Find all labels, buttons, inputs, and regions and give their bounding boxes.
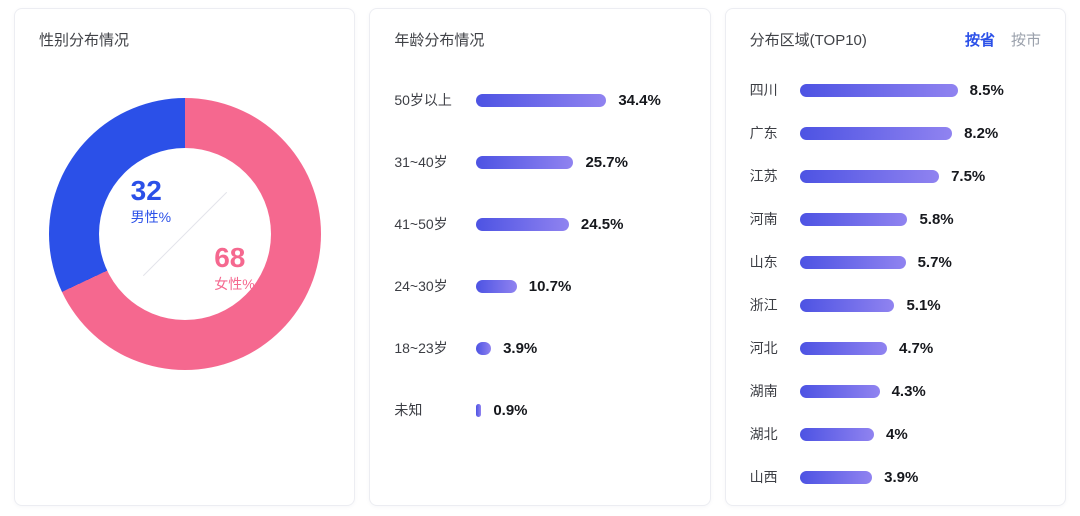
- bar-value: 8.2%: [964, 124, 999, 142]
- panel-age-title: 年龄分布情况: [394, 32, 485, 49]
- bar-value: 3.9%: [503, 339, 538, 357]
- bar-label: 湖南: [749, 383, 778, 399]
- bar-value: 24.5%: [580, 215, 624, 233]
- bar-row: 未知 0.9%: [394, 400, 685, 420]
- bar-row: 湖北 4%: [750, 424, 1041, 444]
- bar-label: 24~30岁: [394, 278, 448, 294]
- tab-by-city[interactable]: 按市: [1010, 32, 1041, 49]
- bar-label: 湖北: [749, 426, 778, 442]
- bar-row: 41~50岁 24.5%: [394, 214, 685, 234]
- bar-value: 5.7%: [917, 253, 952, 271]
- bar: [799, 126, 953, 140]
- bar-label: 四川: [749, 82, 778, 98]
- bar-value: 34.4%: [618, 91, 661, 109]
- bar-row: 50岁以上 34.4%: [394, 90, 685, 110]
- bar-label: 41~50岁: [394, 216, 448, 232]
- gender-donut-hole: 32 男性% 68 女性%: [98, 148, 271, 320]
- bar: [476, 341, 492, 355]
- bar-row: 广东 8.2%: [750, 123, 1041, 143]
- male-value: 32: [130, 175, 162, 206]
- bar: [476, 403, 482, 417]
- bar-label: 18~23岁: [394, 340, 448, 356]
- bar: [799, 169, 940, 183]
- female-stat: 68 女性%: [214, 241, 255, 294]
- gender-donut-wrap: 32 男性% 68 女性%: [39, 98, 330, 370]
- male-stat: 32 男性%: [131, 176, 171, 227]
- bar-value: 3.9%: [884, 468, 919, 486]
- bar-label: 广东: [749, 125, 778, 141]
- panel-gender-title: 性别分布情况: [39, 32, 130, 49]
- bar: [799, 255, 906, 269]
- bar-row: 24~30岁 10.7%: [394, 276, 685, 296]
- bar-label: 山西: [749, 469, 778, 485]
- bar-label: 江苏: [749, 168, 778, 184]
- bar-label: 河南: [749, 211, 778, 227]
- bar-row: 山东 5.7%: [750, 252, 1041, 272]
- bar-value: 10.7%: [528, 277, 572, 295]
- bar: [476, 93, 607, 107]
- female-label: 女性%: [214, 276, 255, 292]
- bar-label: 50岁以上: [394, 92, 452, 108]
- bar-label: 浙江: [749, 297, 778, 313]
- bar-row: 江苏 7.5%: [750, 166, 1041, 186]
- age-bar-chart: 50岁以上 34.4% 31~40岁 25.7% 41~50岁 24.5% 24~30岁 10…: [394, 90, 685, 420]
- bar-row: 湖南 4.3%: [750, 381, 1041, 401]
- bar: [799, 384, 880, 398]
- bar-value: 5.1%: [906, 296, 941, 314]
- region-tabs: 按省 按市: [965, 29, 1041, 50]
- bar: [799, 341, 888, 355]
- bar: [476, 279, 517, 293]
- bar-value: 7.5%: [951, 167, 986, 185]
- bar-value: 25.7%: [585, 153, 628, 171]
- panel-age-header: 年龄分布情况: [394, 29, 685, 50]
- bar: [799, 427, 874, 441]
- bar: [799, 212, 908, 226]
- female-value: 68: [214, 241, 246, 273]
- bar-row: 山西 3.9%: [750, 467, 1041, 487]
- bar-value: 5.8%: [919, 210, 954, 228]
- bar: [799, 470, 873, 484]
- panel-region-distribution: 分布区域(TOP10) 按省 按市 四川 8.5% 广东 8.2% 江苏 7.5% 河南 5.…: [724, 8, 1066, 506]
- gender-donut-chart: 32 男性% 68 女性%: [48, 98, 321, 370]
- panel-region-title: 分布区域(TOP10): [749, 32, 867, 49]
- panel-age-distribution: 年龄分布情况 50岁以上 34.4% 31~40岁 25.7% 41~50岁 24.5% 2…: [369, 8, 711, 506]
- bar-row: 18~23岁 3.9%: [394, 338, 685, 358]
- tab-by-province[interactable]: 按省: [964, 32, 995, 49]
- panel-gender-header: 性别分布情况: [39, 29, 330, 50]
- panel-gender-distribution: 性别分布情况 32 男性% 68 女性%: [14, 8, 356, 506]
- bar: [799, 83, 958, 97]
- bar: [476, 155, 574, 169]
- region-bar-chart: 四川 8.5% 广东 8.2% 江苏 7.5% 河南 5.8% 山东 5.7% 浙江 5.1% 河北 4.…: [750, 80, 1041, 487]
- bar-value: 0.9%: [493, 401, 528, 419]
- bar-label: 河北: [749, 340, 778, 356]
- bar-value: 8.5%: [969, 81, 1004, 99]
- bar-row: 浙江 5.1%: [750, 295, 1041, 315]
- bar-row: 31~40岁 25.7%: [394, 152, 685, 172]
- bar-label: 未知: [394, 402, 423, 418]
- bar: [476, 217, 569, 231]
- male-label: 男性%: [130, 209, 172, 226]
- bar-value: 4%: [886, 425, 908, 443]
- bar-value: 4.7%: [899, 339, 934, 357]
- bar: [799, 298, 895, 312]
- panel-region-header: 分布区域(TOP10) 按省 按市: [750, 29, 1041, 50]
- bar-row: 四川 8.5%: [750, 80, 1041, 100]
- bar-label: 31~40岁: [394, 154, 448, 170]
- bar-row: 河北 4.7%: [750, 338, 1041, 358]
- bar-label: 山东: [749, 254, 778, 270]
- bar-row: 河南 5.8%: [750, 209, 1041, 229]
- bar-value: 4.3%: [891, 382, 926, 400]
